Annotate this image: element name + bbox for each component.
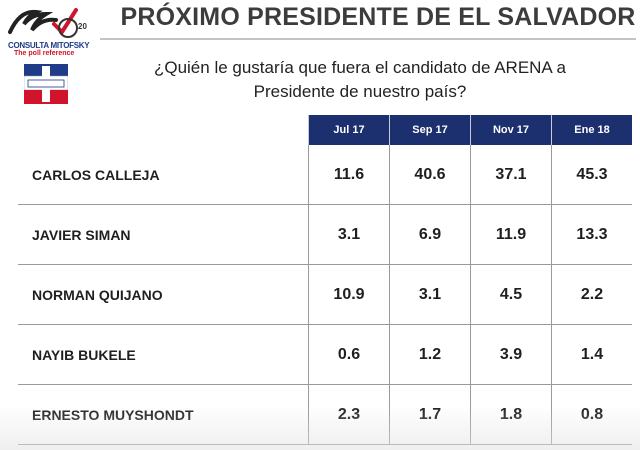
- value-cell: 3.1: [389, 265, 470, 325]
- value-cell: 37.1: [470, 145, 551, 205]
- candidate-name: CARLOS CALLEJA: [32, 167, 160, 183]
- value-cell: 10.9: [308, 265, 389, 325]
- value-cell: 11.9: [470, 205, 551, 265]
- mitofsky-mark-icon: [8, 8, 78, 38]
- value-cell: 2.3: [308, 385, 389, 445]
- value-cell: 3.1: [308, 205, 389, 265]
- logo-anniversary: 20: [78, 22, 87, 31]
- table-row: NAYIB BUKELE 0.6 1.2 3.9 1.4: [18, 325, 632, 385]
- value-cell: 1.4: [551, 325, 632, 385]
- table-row: JAVIER SIMAN 3.1 6.9 11.9 13.3: [18, 205, 632, 265]
- value-cell: 11.6: [308, 145, 389, 205]
- value-cell: 45.3: [551, 145, 632, 205]
- table-row: NORMAN QUIJANO 10.9 3.1 4.5 2.2: [18, 265, 632, 325]
- value-cell: 2.2: [551, 265, 632, 325]
- poll-results-table: Jul 17 Sep 17 Nov 17 Ene 18 CARLOS CALLEJA 1…: [18, 115, 632, 450]
- column-header: Jul 17: [308, 115, 389, 145]
- value-cell: 4.5: [470, 265, 551, 325]
- candidate-name: ERNESTO MUYSHONDT: [32, 407, 194, 423]
- page-title: PRÓXIMO PRESIDENTE DE EL SALVADOR: [120, 3, 636, 31]
- logo-name: CONSULTA MITOFSKY: [8, 41, 90, 50]
- candidate-name: NORMAN QUIJANO: [32, 287, 163, 303]
- column-header: Ene 18: [551, 115, 632, 145]
- arena-flag-icon: [23, 64, 69, 104]
- survey-question: ¿Quién le gustaría que fuera el candidat…: [100, 56, 620, 104]
- table-header-row: Jul 17 Sep 17 Nov 17 Ene 18: [18, 115, 632, 145]
- value-cell: 13.3: [551, 205, 632, 265]
- column-header: Nov 17: [470, 115, 551, 145]
- question-line-2: Presidente de nuestro país?: [253, 82, 467, 101]
- value-cell: 1.8: [470, 385, 551, 445]
- value-cell: 6.9: [389, 205, 470, 265]
- value-cell: 1.7: [389, 385, 470, 445]
- column-header: Sep 17: [389, 115, 470, 145]
- question-line-1: ¿Quién le gustaría que fuera el candidat…: [153, 58, 567, 77]
- value-cell: 0.6: [308, 325, 389, 385]
- value-cell: 1.2: [389, 325, 470, 385]
- value-cell: 0.8: [551, 385, 632, 445]
- candidate-name: NAYIB BUKELE: [32, 347, 136, 363]
- candidate-name: JAVIER SIMAN: [32, 227, 131, 243]
- table-row: ERNESTO MUYSHONDT 2.3 1.7 1.8 0.8: [18, 385, 632, 445]
- table-row: CARLOS CALLEJA 11.6 40.6 37.1 45.3: [18, 145, 632, 205]
- consulta-mitofsky-logo: 20 CONSULTA MITOFSKY The poll reference: [6, 2, 96, 60]
- logo-tagline: The poll reference: [14, 50, 75, 57]
- value-cell: 3.9: [470, 325, 551, 385]
- value-cell: 40.6: [389, 145, 470, 205]
- arena-party-logo: [23, 64, 69, 104]
- title-divider: [100, 38, 636, 40]
